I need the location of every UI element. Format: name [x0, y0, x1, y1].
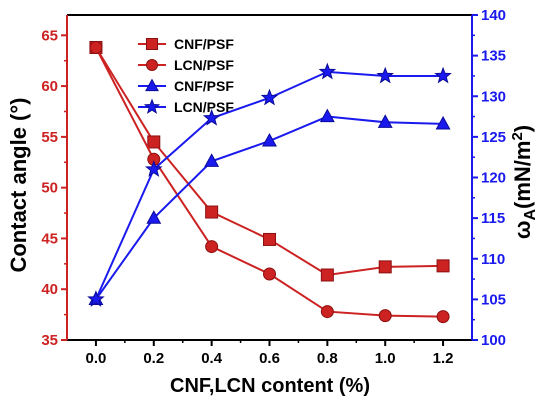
circle-marker	[146, 59, 158, 71]
left-axis-title: Contact angle (°)	[6, 97, 31, 272]
right-tick-label: 130	[481, 88, 506, 105]
x-tick-label: 0.2	[143, 350, 164, 367]
triangle-marker	[146, 210, 162, 224]
right-tick-label: 100	[481, 332, 506, 349]
legend-label: LCN/PSF	[174, 57, 234, 73]
right-axis-title-close: )	[510, 125, 535, 132]
x-axis-title: CNF,LCN content (%)	[170, 375, 370, 397]
star-marker	[434, 66, 452, 84]
right-axis-title-main: ω	[510, 221, 535, 240]
right-axis-title-sub: A	[522, 209, 539, 221]
legend-label: CNF/PSF	[174, 78, 234, 94]
right-axis-title-sup: 2	[509, 132, 526, 140]
triangle-marker	[145, 78, 159, 92]
series-layer	[87, 41, 452, 324]
circle-marker	[436, 310, 450, 324]
circle-marker	[205, 240, 219, 254]
square-marker	[378, 260, 392, 274]
legend-item: CNF/PSF	[138, 78, 234, 94]
right-tick-label: 115	[481, 210, 505, 227]
left-tick-label: 50	[41, 180, 58, 197]
triangle-marker	[262, 132, 277, 147]
square-marker	[205, 205, 219, 219]
axis-titles: CNF,LCN content (%) Contact angle (°) ωA…	[6, 97, 539, 397]
x-tick-label: 1.2	[433, 350, 454, 367]
triangle-marker	[319, 108, 335, 123]
series-cnf-psf-left	[89, 41, 450, 282]
circle-marker	[378, 309, 392, 323]
left-tick-label: 40	[41, 281, 58, 298]
series-lcn-psf-left	[89, 41, 450, 324]
left-tick-label: 55	[41, 129, 58, 146]
square-marker	[263, 232, 276, 246]
left-tick-label: 45	[41, 230, 58, 247]
star-marker	[376, 66, 394, 84]
square-marker	[146, 38, 158, 50]
left-tick-label: 65	[41, 27, 58, 44]
triangle-marker	[435, 115, 451, 130]
x-tick-label: 1.0	[375, 350, 396, 367]
square-marker	[320, 268, 334, 282]
axes: 0.0 0.2 0.4 0.6 0.8 1.0 1.2 35 40 45 50 55 60 65 100 10…	[41, 7, 506, 367]
legend-item: CNF/PSF	[138, 36, 234, 52]
left-tick-label: 35	[41, 332, 58, 349]
triangle-marker	[204, 153, 220, 167]
legend: CNF/PSF LCN/PSF CNF/PSF LCN/PSF	[138, 36, 234, 115]
star-marker	[318, 62, 337, 80]
circle-marker	[263, 267, 276, 281]
right-axis-title-units: (mN/m	[510, 141, 535, 209]
circle-marker	[89, 41, 103, 54]
right-tick-label: 125	[481, 129, 506, 146]
star-marker	[202, 108, 221, 126]
right-tick-label: 135	[481, 48, 506, 65]
square-marker	[436, 259, 450, 273]
right-tick-label: 140	[481, 7, 506, 24]
right-tick-label: 120	[481, 170, 506, 187]
legend-label: LCN/PSF	[174, 99, 234, 115]
x-tick-label: 0.0	[85, 350, 106, 367]
x-tick-label: 0.8	[317, 350, 338, 367]
right-tick-label: 110	[481, 251, 505, 268]
x-tick-label: 0.6	[259, 350, 280, 367]
star-marker	[145, 160, 163, 177]
circle-marker	[320, 305, 334, 319]
right-axis-title: ωA(mN/m2)	[509, 125, 539, 239]
series-lcn-psf-right	[87, 62, 452, 307]
triangle-marker	[377, 114, 393, 128]
left-tick-label: 60	[41, 78, 58, 95]
legend-label: CNF/PSF	[174, 36, 234, 52]
x-tick-label: 0.4	[201, 350, 223, 367]
star-marker	[260, 88, 279, 106]
star-marker	[87, 290, 105, 307]
right-tick-label: 105	[481, 291, 506, 308]
star-marker	[143, 98, 161, 114]
legend-item: LCN/PSF	[138, 57, 234, 73]
legend-item: LCN/PSF	[138, 98, 234, 115]
square-marker	[147, 135, 161, 149]
